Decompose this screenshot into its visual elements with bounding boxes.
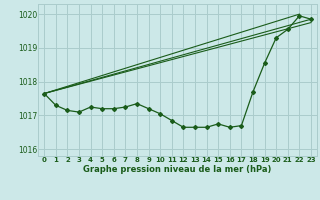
X-axis label: Graphe pression niveau de la mer (hPa): Graphe pression niveau de la mer (hPa) xyxy=(84,165,272,174)
